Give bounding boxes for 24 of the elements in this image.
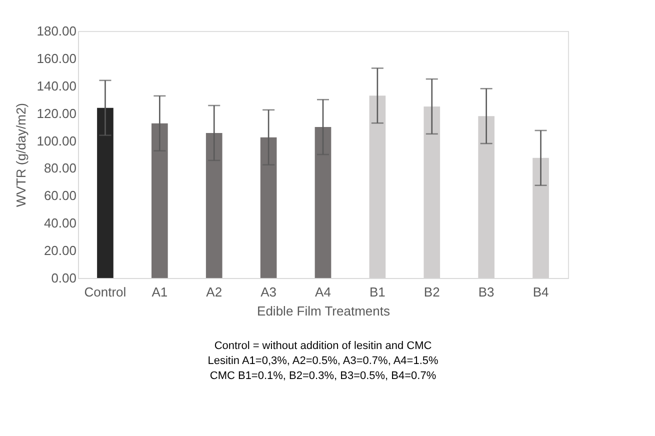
y-tick-label: 60.00 [44,188,76,204]
y-tick-label: 100.00 [36,133,76,148]
y-tick-label: 40.00 [44,216,76,231]
text: CMC B1=0.1%, B2=0.3%, B3=0.5%, B4=0.7% [210,370,436,382]
x-tick-label: A4 [315,284,331,300]
x-tick-label: B3 [478,284,494,300]
text: Lesitin A1=0,3%, A2=0.5%, A3=0.7%, A4=1.5% [208,355,438,367]
x-tick-label: B1 [369,284,386,300]
y-tick-label: 180.00 [36,24,76,38]
y-tick-label: 80.00 [44,160,76,176]
x-tick-label: A1 [152,284,168,300]
y-tick-label: 160.00 [36,50,76,66]
x-tick-label: A2 [206,284,222,300]
x-tick-label: Control [84,284,126,300]
y-tick-label: 0.00 [51,270,76,286]
y-tick-label: 20.00 [44,243,76,258]
y-tick-label: 140.00 [36,78,76,94]
y-tick-label: 120.00 [36,106,76,121]
x-tick-label: A3 [260,284,277,300]
x-axis-title: Edible Film Treatments [257,304,390,318]
text: Control = without addition of lesitin and CMC [214,340,432,352]
x-tick-label: B4 [532,284,549,300]
y-axis-title: WVTR (g/day/m2) [14,102,29,208]
x-tick-label: B2 [424,284,440,300]
